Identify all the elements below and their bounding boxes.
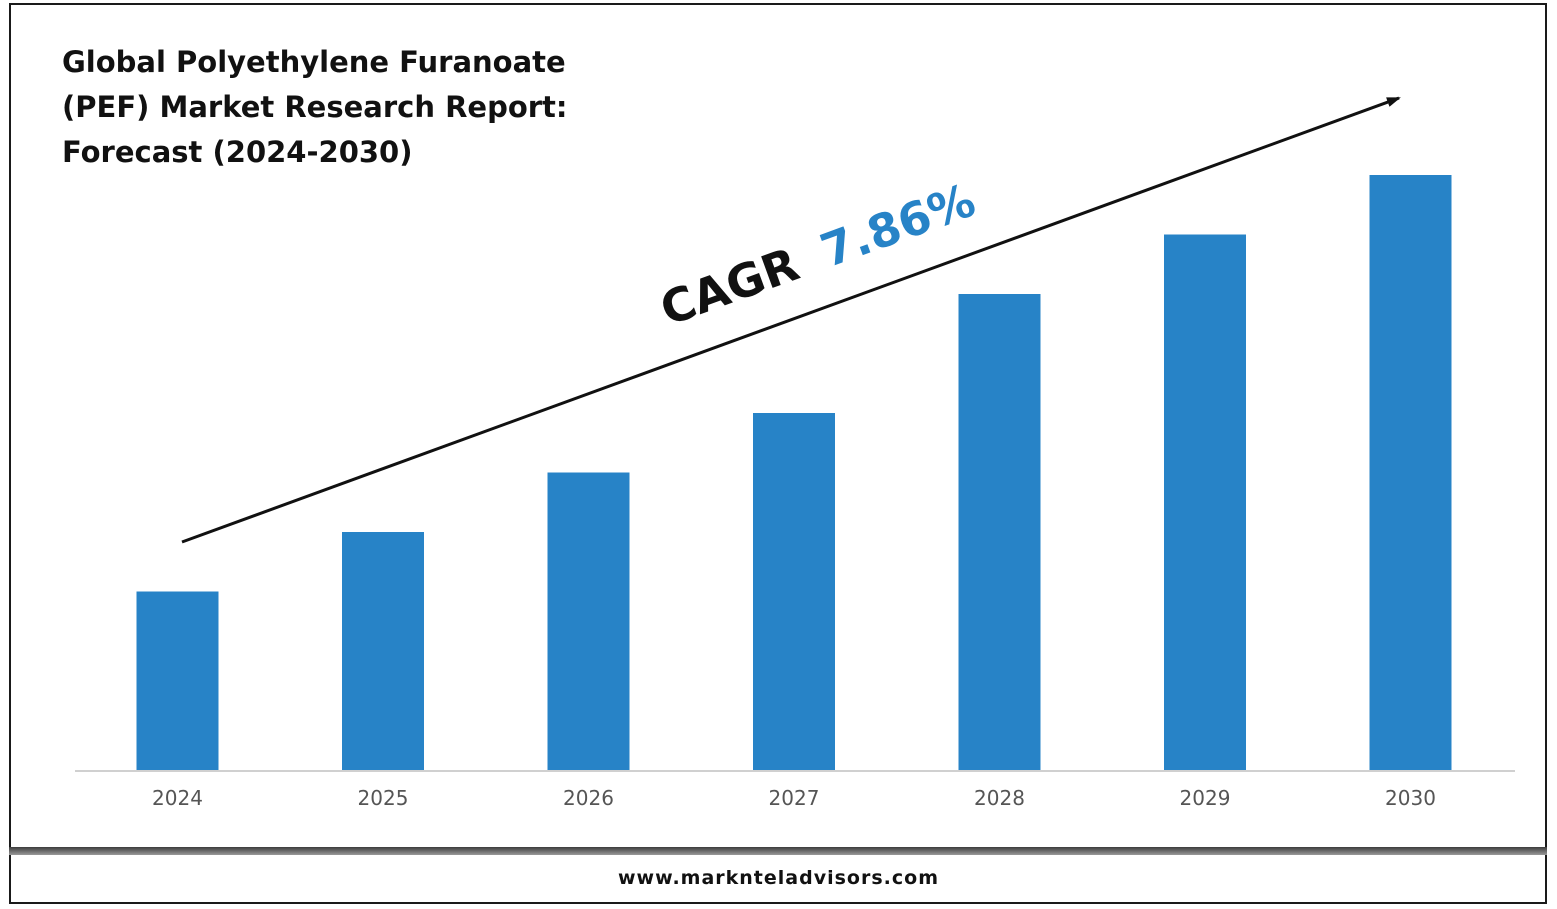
x-tick-label-2024: 2024 — [152, 786, 203, 810]
x-tick-label-2028: 2028 — [974, 786, 1025, 810]
x-tick-label-2027: 2027 — [769, 786, 820, 810]
footer-band — [9, 847, 1547, 855]
trend-arrow — [181, 96, 1401, 544]
x-tick-label-2025: 2025 — [358, 786, 409, 810]
bar-2024 — [136, 591, 219, 770]
bar-2028 — [958, 294, 1041, 770]
chart-title: Global Polyethylene Furanoate (PEF) Mark… — [62, 45, 568, 169]
bar-2025 — [342, 532, 424, 770]
x-tick-labels: 2024 2025 2026 2027 2028 2029 2030 — [152, 786, 1436, 810]
bar-2030 — [1369, 175, 1452, 770]
bar-2027 — [753, 413, 835, 770]
bar-series — [136, 175, 1452, 770]
x-tick-label-2029: 2029 — [1180, 786, 1231, 810]
bar-2029 — [1164, 234, 1246, 770]
x-tick-label-2026: 2026 — [563, 786, 614, 810]
x-tick-label-2030: 2030 — [1385, 786, 1436, 810]
chart-frame — [9, 3, 1547, 904]
bar-2026 — [547, 472, 630, 770]
cagr-annotation: CAGR 7.86% — [653, 173, 982, 337]
cagr-value: 7.86% — [814, 173, 982, 278]
footer-url: www.marknteladvisors.com — [618, 867, 939, 889]
